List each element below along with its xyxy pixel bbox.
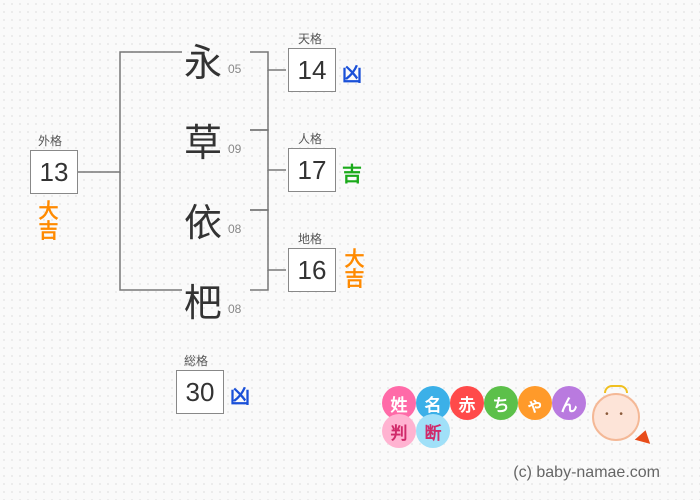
stroke-count-2: 08	[228, 222, 241, 236]
name-char-3: 杷	[184, 272, 222, 327]
tenkaku-box: 14	[288, 48, 336, 92]
gaikaku-box: 13	[30, 150, 78, 194]
logo-bubble: 断	[416, 414, 450, 448]
stroke-count-3: 08	[228, 302, 241, 316]
gaikaku-label: 外格	[38, 132, 62, 149]
site-logo: 姓名赤ちゃん 判断 • •	[382, 386, 640, 448]
jinkaku-luck: 吉	[342, 158, 362, 187]
soukaku-label: 総格	[184, 352, 208, 369]
name-char-1: 草	[184, 112, 222, 167]
stroke-count-1: 09	[228, 142, 241, 156]
baby-icon: • •	[592, 393, 640, 441]
logo-bubble: 判	[382, 414, 416, 448]
name-char-0: 永	[184, 32, 222, 87]
copyright-text: (c) baby-namae.com	[513, 464, 660, 482]
tenkaku-luck: 凶	[342, 58, 362, 87]
jinkaku-box: 17	[288, 148, 336, 192]
stroke-count-0: 05	[228, 62, 241, 76]
jinkaku-label: 人格	[298, 130, 322, 147]
chikaku-label: 地格	[298, 230, 322, 247]
chikaku-box: 16	[288, 248, 336, 292]
soukaku-luck: 凶	[230, 380, 250, 409]
name-char-2: 依	[184, 192, 222, 247]
gaikaku-luck: 大吉	[36, 200, 56, 240]
tenkaku-label: 天格	[298, 30, 322, 47]
soukaku-box: 30	[176, 370, 224, 414]
chikaku-luck: 大吉	[342, 248, 362, 288]
